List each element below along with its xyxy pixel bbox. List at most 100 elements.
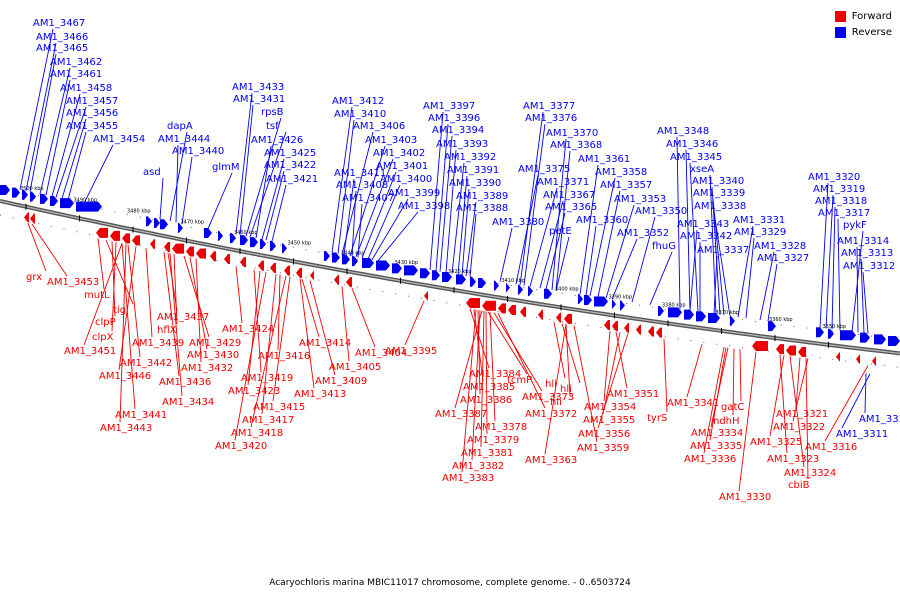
reverse-gene-label[interactable]: AM1_3454	[93, 134, 145, 145]
forward-gene-label[interactable]: AM1_3382	[452, 461, 504, 472]
reverse-gene-label[interactable]: AM1_3401	[376, 161, 428, 172]
forward-gene-label[interactable]: AM1_3383	[442, 473, 494, 484]
forward-gene-label[interactable]: AM1_3441	[115, 410, 167, 421]
reverse-gene-label[interactable]: AM1_3327	[757, 253, 809, 264]
forward-gene-label[interactable]: AM1_3325	[750, 437, 802, 448]
reverse-gene-label[interactable]: AM1_3317	[818, 208, 870, 219]
reverse-gene-label[interactable]: AM1_3397	[423, 101, 475, 112]
reverse-gene-label[interactable]: AM1_3421	[266, 174, 318, 185]
forward-gene-label[interactable]: AM1_3423	[228, 386, 280, 397]
forward-gene-label[interactable]: AM1_3336	[684, 454, 736, 465]
reverse-gene-label[interactable]: AM1_3407	[342, 193, 394, 204]
reverse-gene-label[interactable]: AM1_3311	[836, 429, 888, 440]
reverse-gene-label[interactable]: AM1_3467	[33, 18, 85, 29]
reverse-gene-label[interactable]: AM1_3402	[373, 148, 425, 159]
forward-gene-label[interactable]: AM1_3418	[231, 428, 283, 439]
reverse-gene-label[interactable]: xseA	[690, 164, 714, 175]
forward-gene-label[interactable]: AM1_3416	[258, 351, 310, 362]
reverse-gene-label[interactable]: AM1_3340	[692, 176, 744, 187]
reverse-gene-label[interactable]: AM1_3380	[492, 217, 544, 228]
forward-gene-label[interactable]: grx	[26, 272, 42, 283]
reverse-gene-label[interactable]: AM1_3371	[537, 177, 589, 188]
reverse-gene-label[interactable]: AM1_3342	[680, 231, 732, 242]
reverse-gene-label[interactable]: AM1_3328	[754, 241, 806, 252]
reverse-gene-label[interactable]: AM1_3337	[697, 245, 749, 256]
forward-gene-label[interactable]: tig	[113, 305, 126, 316]
forward-gene-label[interactable]: hli	[550, 397, 562, 408]
reverse-gene-label[interactable]: AM1_3313	[841, 248, 893, 259]
forward-gene-label[interactable]: AM1_3359	[577, 443, 629, 454]
reverse-gene-label[interactable]: AM1_3392	[444, 152, 496, 163]
forward-gene-label[interactable]: AM1_3430	[187, 350, 239, 361]
reverse-gene-label[interactable]: AM1_3353	[614, 194, 666, 205]
reverse-gene-label[interactable]: AM1_3314	[837, 236, 889, 247]
forward-gene-label[interactable]: AM1_3443	[100, 423, 152, 434]
reverse-gene-label[interactable]: dapA	[167, 121, 193, 132]
reverse-gene-label[interactable]: AM1_3352	[617, 228, 669, 239]
forward-gene-label[interactable]: AM1_3334	[691, 428, 743, 439]
forward-gene-label[interactable]: AM1_3351	[607, 389, 659, 400]
forward-gene-label[interactable]: AM1_3404	[355, 348, 407, 359]
reverse-gene-label[interactable]: AM1_3319	[813, 184, 865, 195]
reverse-gene-label[interactable]: AM1_3411	[334, 168, 386, 179]
reverse-gene-label[interactable]: tsf	[266, 121, 279, 132]
forward-gene-label[interactable]: gatC	[721, 402, 744, 413]
reverse-gene-label[interactable]: AM1_3465	[36, 43, 88, 54]
forward-gene-label[interactable]: AM1_3437	[157, 312, 209, 323]
forward-gene-label[interactable]: AM1_3385	[463, 382, 515, 393]
forward-gene-label[interactable]: AM1_3429	[189, 338, 241, 349]
forward-gene-label[interactable]: AM1_3405	[329, 362, 381, 373]
forward-gene-label[interactable]: tcmP	[507, 375, 532, 386]
reverse-gene-label[interactable]: AM1_3412	[332, 96, 384, 107]
reverse-gene-label[interactable]: AM1_3461	[50, 69, 102, 80]
reverse-gene-label[interactable]: asd	[143, 167, 161, 178]
forward-gene-label[interactable]: AM1_3378	[475, 422, 527, 433]
forward-gene-label[interactable]: ndhH	[713, 416, 740, 427]
reverse-gene-label[interactable]: AM1_3357	[600, 180, 652, 191]
forward-gene-label[interactable]: AM1_3335	[690, 441, 742, 452]
forward-gene-label[interactable]: AM1_3324	[784, 468, 836, 479]
forward-gene-label[interactable]: hli	[560, 384, 572, 395]
reverse-gene-label[interactable]: AM1_3358	[595, 167, 647, 178]
reverse-gene-label[interactable]: AM1_3444	[158, 134, 210, 145]
reverse-gene-label[interactable]: AM1_3408	[336, 180, 388, 191]
forward-gene-label[interactable]: AM1_3436	[159, 377, 211, 388]
forward-gene-label[interactable]: AM1_3439	[132, 338, 184, 349]
reverse-gene-label[interactable]: AM1_3365	[545, 202, 597, 213]
forward-gene-label[interactable]: AM1_3316	[805, 442, 857, 453]
reverse-gene-label[interactable]: AM1_3320	[808, 172, 860, 183]
reverse-gene-label[interactable]: glmM	[212, 162, 240, 173]
forward-gene-label[interactable]: AM1_3355	[583, 415, 635, 426]
reverse-gene-label[interactable]: AM1_3399	[388, 188, 440, 199]
forward-gene-label[interactable]: AM1_3432	[181, 363, 233, 374]
forward-gene-label[interactable]: tyrS	[647, 413, 667, 424]
forward-gene-label[interactable]: AM1_3434	[162, 397, 214, 408]
forward-gene-label[interactable]: AM1_3323	[767, 454, 819, 465]
forward-gene-label[interactable]: AM1_3356	[578, 429, 630, 440]
forward-gene-label[interactable]: AM1_3413	[294, 389, 346, 400]
forward-gene-label[interactable]: AM1_3420	[215, 441, 267, 452]
forward-gene-label[interactable]: clpP	[95, 317, 116, 328]
reverse-gene-label[interactable]: AM1_3368	[550, 140, 602, 151]
reverse-gene-label[interactable]: AM1_3457	[66, 96, 118, 107]
reverse-gene-label[interactable]: AM1_3348	[657, 126, 709, 137]
forward-gene-label[interactable]: AM1_3341	[667, 398, 719, 409]
forward-gene-label[interactable]: AM1_3395	[385, 346, 437, 357]
forward-gene-label[interactable]: AM1_3381	[461, 448, 513, 459]
reverse-gene-label[interactable]: AM1_3390	[449, 178, 501, 189]
forward-gene-label[interactable]: mutL	[84, 290, 110, 301]
reverse-gene-label[interactable]: AM1_3389	[456, 191, 508, 202]
reverse-gene-label[interactable]: AM1_3440	[172, 146, 224, 157]
reverse-gene-label[interactable]: AM1_3339	[693, 188, 745, 199]
reverse-gene-label[interactable]: AM1_3394	[432, 125, 484, 136]
reverse-gene-label[interactable]: AM1_3388	[456, 203, 508, 214]
reverse-gene-label[interactable]: AM1_3433	[232, 82, 284, 93]
reverse-gene-label[interactable]: AM1_3350	[635, 206, 687, 217]
reverse-gene-label[interactable]: AM1_3391	[447, 165, 499, 176]
reverse-gene-label[interactable]: AM1_3343	[677, 219, 729, 230]
reverse-gene-label[interactable]: AM1_3367	[543, 190, 595, 201]
forward-gene-label[interactable]: AM1_3322	[773, 422, 825, 433]
forward-gene-label[interactable]: AM1_3451	[64, 346, 116, 357]
reverse-gene-label[interactable]: AM1_3458	[60, 83, 112, 94]
forward-gene-label[interactable]: AM1_3386	[460, 395, 512, 406]
